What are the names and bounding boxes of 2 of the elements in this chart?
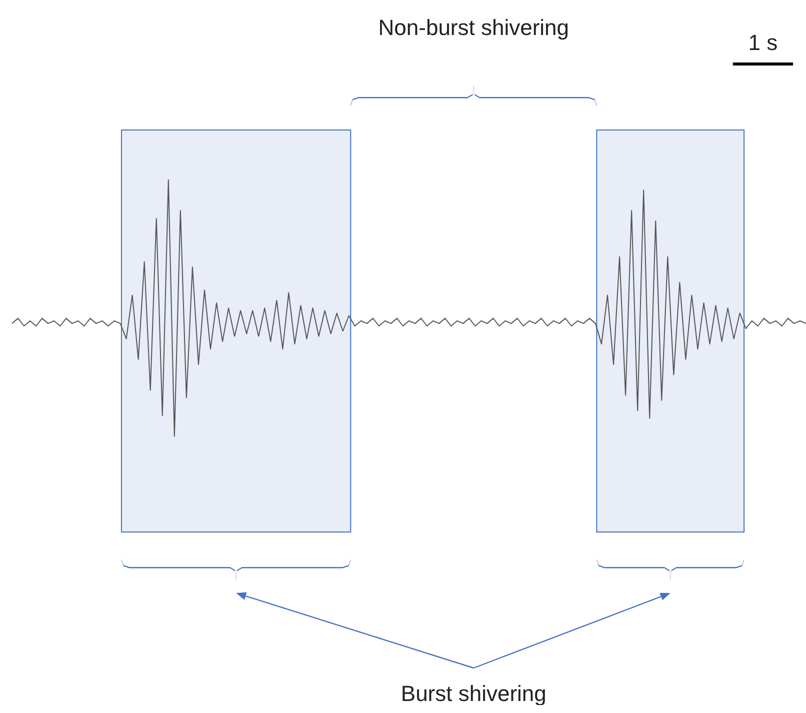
text: 1 s <box>748 30 778 55</box>
text: Non-burst shivering <box>378 15 570 40</box>
